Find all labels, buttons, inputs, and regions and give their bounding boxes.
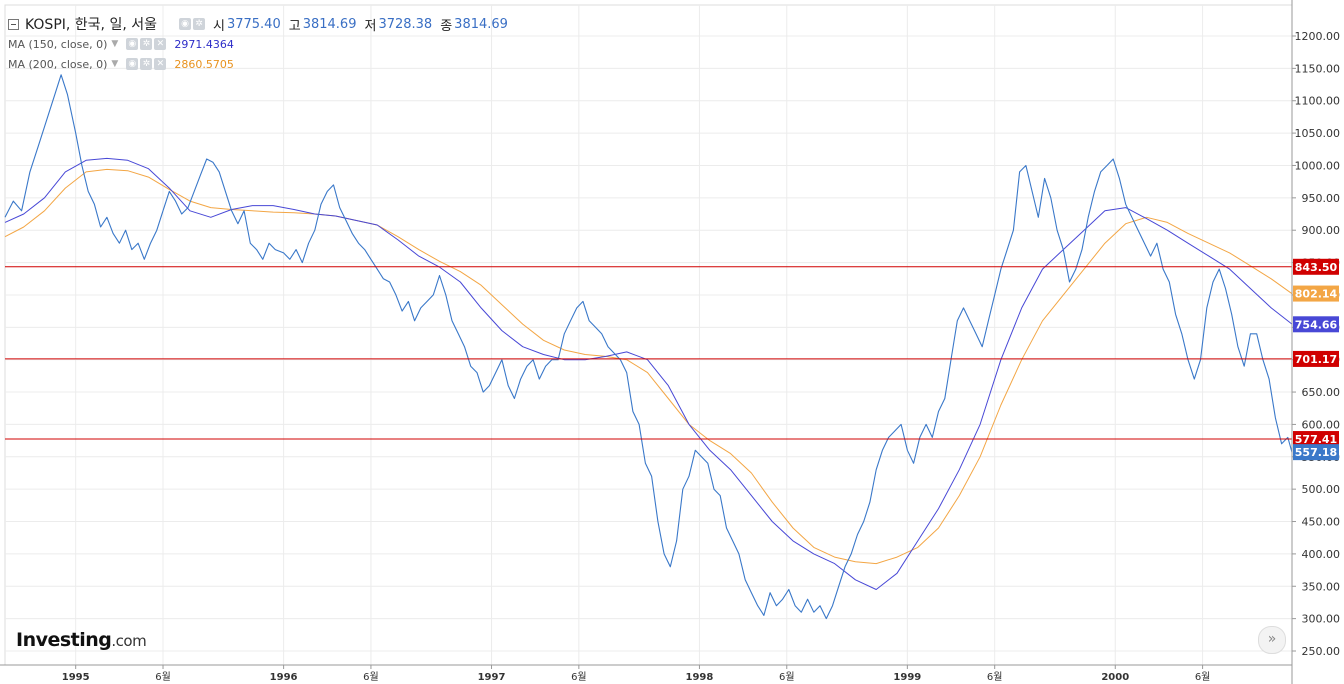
ma150-legend: MA (150, close, 0) ▼ ◉ ✲ ✕ 2971.4364 xyxy=(8,34,516,54)
settings-icon[interactable]: ✲ xyxy=(193,18,205,30)
horizontal-lines[interactable] xyxy=(5,266,1292,440)
ma200-badge-label: 802.14 xyxy=(1295,288,1338,301)
plot-frame xyxy=(4,4,1293,666)
eye-icon[interactable]: ◉ xyxy=(126,58,139,70)
ma200-series-line xyxy=(4,168,1293,565)
brand-suffix: .com xyxy=(111,632,147,650)
y-tick-label: 600.00 xyxy=(1302,418,1341,431)
x-tick-label: 6월 xyxy=(1195,671,1211,683)
y-tick-label: 300.00 xyxy=(1302,613,1341,626)
symbol-name: KOSPI, 한국, 일, 서울 xyxy=(25,17,157,33)
high-label: 고 xyxy=(288,18,301,34)
close-icon[interactable]: ✕ xyxy=(154,38,167,50)
y-tick-label: 500.00 xyxy=(1302,483,1341,496)
hline-badge xyxy=(1293,350,1339,367)
y-tick-label: 1150.00 xyxy=(1295,62,1341,75)
ma150-value: 2971.4364 xyxy=(174,37,234,51)
ma150-badge xyxy=(1293,316,1339,333)
settings-icon[interactable]: ✲ xyxy=(140,58,153,70)
scroll-to-latest-button[interactable]: » xyxy=(1258,626,1286,654)
chevron-down-icon[interactable]: ▼ xyxy=(111,59,119,69)
y-tick-label: 950.00 xyxy=(1302,192,1341,205)
open-value: 3775.40 xyxy=(226,16,281,32)
x-tick-label: 1996 xyxy=(270,672,298,683)
double-chevron-right-icon: » xyxy=(1267,631,1277,647)
y-tick-label: 650.00 xyxy=(1302,386,1341,399)
hline-badge xyxy=(1293,258,1339,275)
ma150-series-line xyxy=(4,157,1293,590)
brand-name: Investing xyxy=(16,629,112,651)
x-tick-label: 1998 xyxy=(686,672,714,683)
hline-badge-label: 843.50 xyxy=(1295,261,1338,274)
close-value: 3814.69 xyxy=(454,16,508,32)
ma150-badge-label: 754.66 xyxy=(1295,318,1338,331)
ma200-badge xyxy=(1293,285,1339,302)
high-value: 3814.69 xyxy=(302,16,357,32)
price-badge xyxy=(1293,444,1339,461)
ma200-value: 2860.5705 xyxy=(174,57,234,71)
x-tick-label: 6월 xyxy=(155,671,171,683)
eye-icon[interactable]: ◉ xyxy=(179,18,191,30)
eye-icon[interactable]: ◉ xyxy=(126,38,139,50)
grid-layer xyxy=(4,4,1293,666)
close-icon[interactable]: ✕ xyxy=(154,58,167,70)
collapse-toggle-icon[interactable] xyxy=(8,18,19,30)
chart-legend: KOSPI, 한국, 일, 서울 ◉ ✲ 시 3775.40 고 3814.69… xyxy=(8,14,516,74)
price-badge-label: 557.18 xyxy=(1295,446,1337,459)
x-tick-label: 1999 xyxy=(893,672,921,683)
y-tick-label: 1100.00 xyxy=(1295,95,1341,108)
investing-logo: Investing.com xyxy=(16,629,147,651)
y-tick-label: 400.00 xyxy=(1302,548,1341,561)
y-tick-label: 250.00 xyxy=(1302,645,1341,658)
ma200-label: MA (200, close, 0) xyxy=(8,57,108,71)
x-tick-label: 6월 xyxy=(571,671,587,683)
y-tick-label: 450.00 xyxy=(1302,516,1341,529)
price-series-line xyxy=(4,74,1293,620)
hline-badge-label: 577.41 xyxy=(1295,433,1337,446)
y-tick-label: 350.00 xyxy=(1302,580,1341,593)
x-tick-label: 1995 xyxy=(62,672,90,683)
y-tick-label: 1000.00 xyxy=(1295,159,1341,172)
open-label: 시 xyxy=(213,18,225,34)
x-tick-label: 2000 xyxy=(1101,672,1129,683)
x-tick-label: 1997 xyxy=(478,672,506,683)
chevron-down-icon[interactable]: ▼ xyxy=(111,39,119,49)
ma150-label: MA (150, close, 0) xyxy=(8,37,108,51)
x-tick-label: 6월 xyxy=(363,671,379,683)
x-tick-label: 6월 xyxy=(779,671,795,683)
low-label: 저 xyxy=(364,18,377,34)
y-tick-label: 1200.00 xyxy=(1295,30,1341,43)
hline-badge-label: 701.17 xyxy=(1295,353,1337,366)
y-tick-label: 1050.00 xyxy=(1295,127,1341,140)
price-badges: 843.50 701.17 577.41 802.14 754.66 557.18 xyxy=(1293,258,1339,461)
main-series-legend: KOSPI, 한국, 일, 서울 ◉ ✲ 시 3775.40 고 3814.69… xyxy=(8,14,516,34)
x-tick-label: 6월 xyxy=(987,671,1003,683)
hline-badge xyxy=(1293,431,1339,448)
y-tick-label: 900.00 xyxy=(1302,224,1341,237)
low-value: 3728.38 xyxy=(378,16,433,32)
settings-icon[interactable]: ✲ xyxy=(140,38,153,50)
ma200-legend: MA (200, close, 0) ▼ ◉ ✲ ✕ 2860.5705 xyxy=(8,54,516,74)
close-label: 종 xyxy=(440,18,453,34)
series-layer xyxy=(4,74,1293,620)
